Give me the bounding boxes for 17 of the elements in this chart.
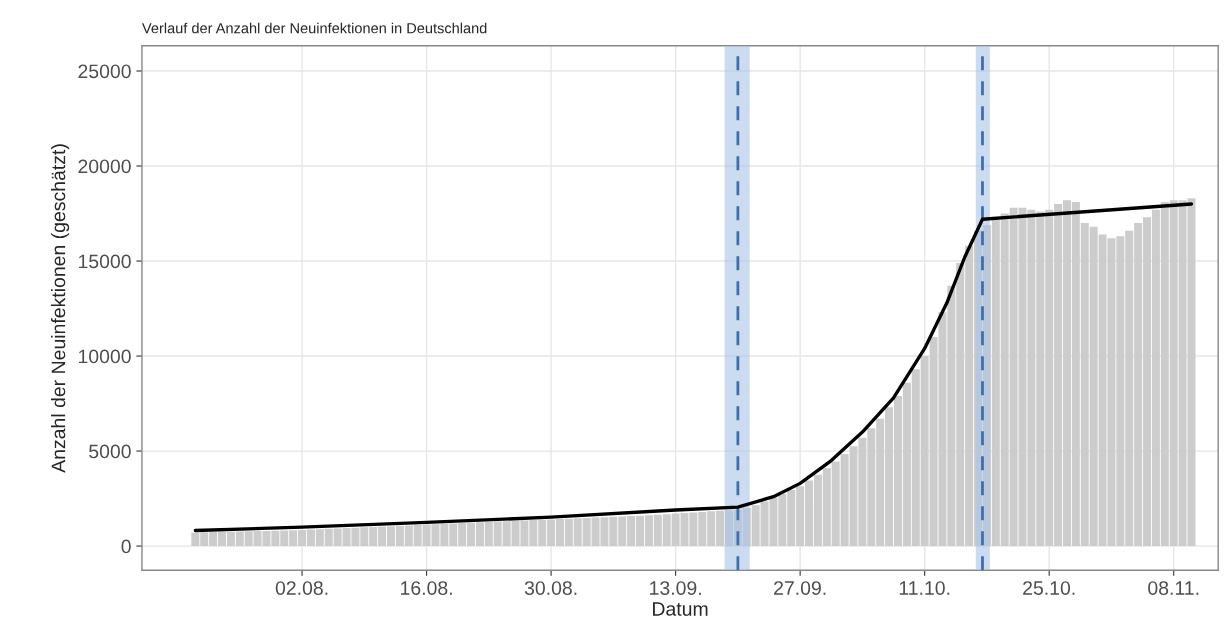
y-tick-label: 10000: [78, 349, 131, 364]
x-tick-label: 16.08.: [401, 581, 452, 595]
y-tick-label: 20000: [78, 159, 131, 174]
y-tick-label: 5000: [89, 444, 131, 459]
x-tick-label: 08.11.: [1148, 581, 1199, 595]
y-tick-label: 25000: [78, 64, 131, 79]
x-axis-title: Datum: [653, 602, 708, 616]
x-tick-label: 11.10.: [899, 581, 950, 595]
y-tick-label: 0: [121, 539, 131, 554]
x-tick-label: 27.09.: [774, 581, 826, 595]
x-tick-label: 13.09.: [650, 581, 701, 595]
y-tick-label: 15000: [78, 254, 131, 269]
chart-title: Verlauf der Anzahl der Neuinfektionen in Deutschland: [142, 22, 487, 34]
x-tick-label: 30.08.: [524, 581, 577, 595]
y-axis-title: Anzahl der Neuinfektionen (geschätzt): [51, 144, 70, 473]
x-tick-label: 02.08.: [275, 581, 328, 595]
x-tick-label: 25.10.: [1023, 581, 1075, 595]
